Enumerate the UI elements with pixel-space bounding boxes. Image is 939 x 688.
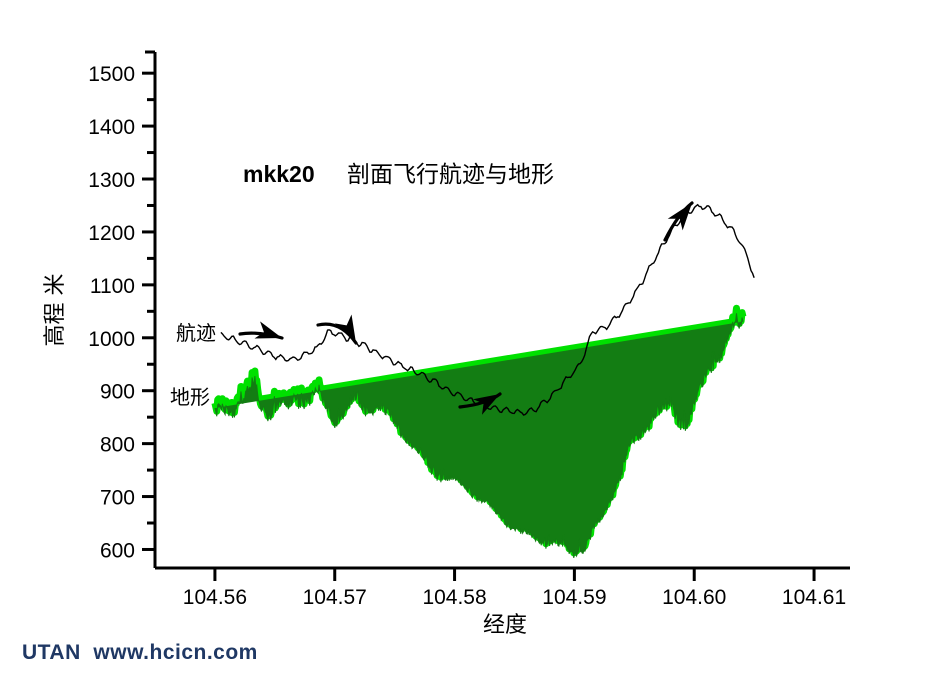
arrow-hook-2-head: [334, 314, 356, 343]
x-axis-tick-label: 104.57: [303, 586, 367, 609]
y-axis-tick-label: 1500: [88, 63, 135, 86]
terrain-fill-body: [214, 313, 744, 559]
annotation-arrows-group: [238, 201, 694, 415]
y-axis-tick-label: 1000: [88, 328, 135, 351]
chart-title-text: 剖面飞行航迹与地形: [347, 162, 554, 188]
terrain-annotation-label: 地形: [170, 385, 210, 409]
x-axis-tick-label: 104.56: [183, 586, 247, 609]
track-annotation-label: 航迹: [176, 321, 216, 345]
y-axis-tick-label: 900: [100, 381, 135, 404]
y-axis-tick-label: 1200: [88, 222, 135, 245]
y-axis-tick-label: 800: [100, 434, 135, 457]
y-axis-tick-label: 1300: [88, 169, 135, 192]
x-axis-tick-label: 104.61: [782, 586, 846, 609]
arrow-hook-2: [316, 314, 358, 345]
footer-watermark: UTAN www.hcicn.com: [22, 641, 258, 664]
y-axis-tick-label: 700: [100, 487, 135, 510]
y-axis-title: 高程 米: [43, 274, 68, 347]
y-axis-tick-label: 1400: [88, 116, 135, 139]
arrow-up-4-head: [667, 203, 692, 231]
arrow-right-1: [238, 321, 284, 340]
x-axis-tick-label: 104.59: [542, 586, 606, 609]
arrow-right-3: [458, 392, 502, 415]
x-axis-title-group: 经度: [483, 613, 527, 638]
x-axis-tick-label: 104.60: [662, 586, 726, 609]
y-axis-tick-label: 600: [100, 539, 135, 562]
axes-group: [142, 50, 850, 581]
annotation-labels-group: 航迹 地形: [170, 321, 216, 409]
terrain-area-series: [211, 304, 747, 559]
arrow-right-3-head: [472, 394, 500, 415]
chart-title-group: mkk20 剖面飞行航迹与地形: [243, 161, 554, 188]
arrow-right-1-head: [254, 321, 282, 339]
arrow-up-4: [663, 201, 694, 242]
chart-title-code: mkk20: [243, 161, 315, 187]
y-axis-title-group: 高程 米: [43, 274, 68, 347]
tick-labels-group: 600 700 800 900 1000 1100 1200 1300 1400 1500 104.…: [88, 63, 846, 609]
y-axis-tick-label: 1100: [90, 275, 135, 298]
x-axis-tick-label: 104.58: [422, 586, 486, 609]
x-axis-title: 经度: [483, 613, 527, 638]
